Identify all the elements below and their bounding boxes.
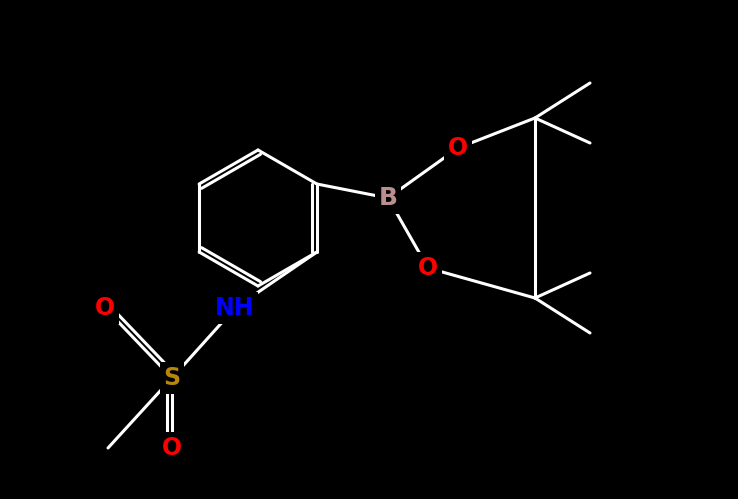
Text: NH: NH — [215, 296, 255, 320]
Text: O: O — [448, 136, 468, 160]
Text: O: O — [418, 256, 438, 280]
Text: O: O — [162, 436, 182, 460]
Text: O: O — [95, 296, 115, 320]
Text: B: B — [379, 186, 398, 210]
Text: S: S — [163, 366, 181, 390]
